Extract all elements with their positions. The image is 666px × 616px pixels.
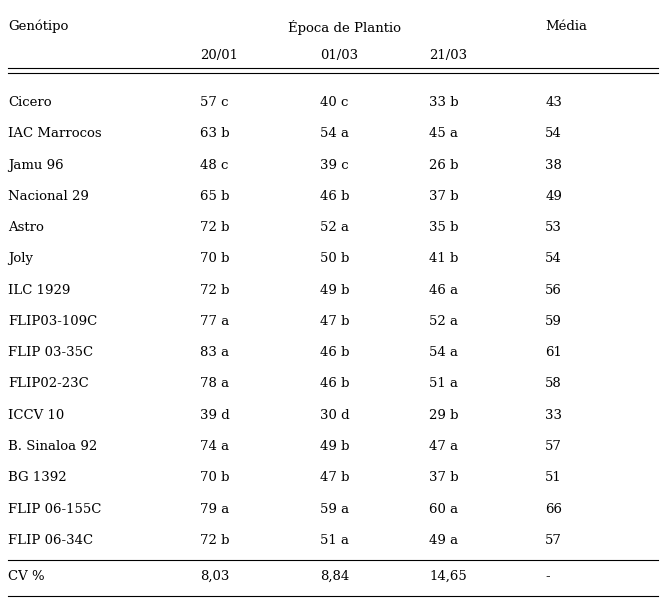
Text: 46 b: 46 b	[320, 346, 349, 359]
Text: ICCV 10: ICCV 10	[8, 409, 65, 422]
Text: 45 a: 45 a	[429, 128, 458, 140]
Text: 83 a: 83 a	[200, 346, 230, 359]
Text: 79 a: 79 a	[200, 503, 230, 516]
Text: 46 a: 46 a	[429, 283, 458, 297]
Text: 52 a: 52 a	[320, 221, 349, 234]
Text: 30 d: 30 d	[320, 409, 350, 422]
Text: 29 b: 29 b	[429, 409, 459, 422]
Text: IAC Marrocos: IAC Marrocos	[8, 128, 102, 140]
Text: 40 c: 40 c	[320, 96, 348, 109]
Text: 59 a: 59 a	[320, 503, 349, 516]
Text: 49: 49	[545, 190, 562, 203]
Text: BG 1392: BG 1392	[8, 471, 67, 484]
Text: 77 a: 77 a	[200, 315, 230, 328]
Text: 54 a: 54 a	[429, 346, 458, 359]
Text: 8,03: 8,03	[200, 570, 230, 583]
Text: 57: 57	[545, 534, 562, 547]
Text: 38: 38	[545, 158, 562, 172]
Text: 46 b: 46 b	[320, 378, 349, 391]
Text: 57: 57	[545, 440, 562, 453]
Text: 53: 53	[545, 221, 562, 234]
Text: FLIP 03-35C: FLIP 03-35C	[8, 346, 93, 359]
Text: 78 a: 78 a	[200, 378, 230, 391]
Text: -: -	[545, 570, 550, 583]
Text: ILC 1929: ILC 1929	[8, 283, 71, 297]
Text: 35 b: 35 b	[429, 221, 459, 234]
Text: 57 c: 57 c	[200, 96, 229, 109]
Text: Época de Plantio: Época de Plantio	[288, 20, 401, 34]
Text: Astro: Astro	[8, 221, 44, 234]
Text: 47 b: 47 b	[320, 315, 349, 328]
Text: 51 a: 51 a	[320, 534, 349, 547]
Text: 14,65: 14,65	[429, 570, 467, 583]
Text: B. Sinaloa 92: B. Sinaloa 92	[8, 440, 97, 453]
Text: 65 b: 65 b	[200, 190, 230, 203]
Text: FLIP02-23C: FLIP02-23C	[8, 378, 89, 391]
Text: 66: 66	[545, 503, 562, 516]
Text: 46 b: 46 b	[320, 190, 349, 203]
Text: 43: 43	[545, 96, 562, 109]
Text: 37 b: 37 b	[429, 471, 459, 484]
Text: 60 a: 60 a	[429, 503, 458, 516]
Text: 52 a: 52 a	[429, 315, 458, 328]
Text: 54 a: 54 a	[320, 128, 349, 140]
Text: Nacional 29: Nacional 29	[8, 190, 89, 203]
Text: 21/03: 21/03	[429, 49, 468, 62]
Text: 47 a: 47 a	[429, 440, 458, 453]
Text: 39 d: 39 d	[200, 409, 230, 422]
Text: CV %: CV %	[8, 570, 45, 583]
Text: 37 b: 37 b	[429, 190, 459, 203]
Text: 59: 59	[545, 315, 562, 328]
Text: 48 c: 48 c	[200, 158, 228, 172]
Text: 70 b: 70 b	[200, 471, 230, 484]
Text: 49 b: 49 b	[320, 440, 349, 453]
Text: 39 c: 39 c	[320, 158, 348, 172]
Text: Jamu 96: Jamu 96	[8, 158, 64, 172]
Text: 74 a: 74 a	[200, 440, 230, 453]
Text: 01/03: 01/03	[320, 49, 358, 62]
Text: 33: 33	[545, 409, 562, 422]
Text: 51 a: 51 a	[429, 378, 458, 391]
Text: 72 b: 72 b	[200, 534, 230, 547]
Text: Média: Média	[545, 20, 587, 33]
Text: 47 b: 47 b	[320, 471, 349, 484]
Text: 41 b: 41 b	[429, 253, 459, 265]
Text: 54: 54	[545, 128, 562, 140]
Text: FLIP03-109C: FLIP03-109C	[8, 315, 97, 328]
Text: 58: 58	[545, 378, 562, 391]
Text: Cicero: Cicero	[8, 96, 52, 109]
Text: 72 b: 72 b	[200, 283, 230, 297]
Text: 72 b: 72 b	[200, 221, 230, 234]
Text: 20/01: 20/01	[200, 49, 238, 62]
Text: 33 b: 33 b	[429, 96, 459, 109]
Text: 8,84: 8,84	[320, 570, 349, 583]
Text: 51: 51	[545, 471, 562, 484]
Text: 26 b: 26 b	[429, 158, 459, 172]
Text: 50 b: 50 b	[320, 253, 349, 265]
Text: 49 b: 49 b	[320, 283, 349, 297]
Text: FLIP 06-34C: FLIP 06-34C	[8, 534, 93, 547]
Text: 49 a: 49 a	[429, 534, 458, 547]
Text: 54: 54	[545, 253, 562, 265]
Text: Joly: Joly	[8, 253, 33, 265]
Text: 56: 56	[545, 283, 562, 297]
Text: 63 b: 63 b	[200, 128, 230, 140]
Text: FLIP 06-155C: FLIP 06-155C	[8, 503, 101, 516]
Text: 61: 61	[545, 346, 562, 359]
Text: Genótipo: Genótipo	[8, 20, 69, 33]
Text: 70 b: 70 b	[200, 253, 230, 265]
